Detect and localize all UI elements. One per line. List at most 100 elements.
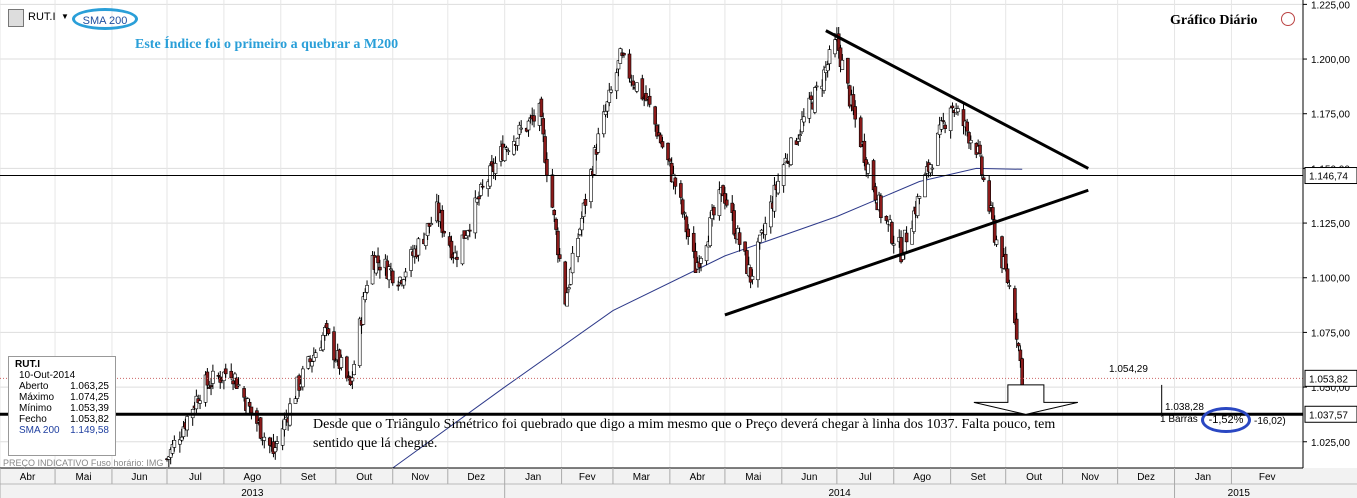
candle-body: [840, 59, 845, 70]
target-line-label-box: [1304, 405, 1357, 423]
candle-body: [376, 255, 380, 264]
candle-body: [994, 239, 999, 245]
x-tick-label: Abr: [690, 472, 706, 483]
candle-body: [460, 234, 465, 265]
y-tick-label: 1.050,00: [1311, 383, 1350, 394]
candle-body: [556, 230, 560, 256]
candle-body: [389, 268, 393, 271]
candle-body: [568, 268, 573, 285]
candle-body: [301, 368, 305, 388]
candle-body: [1003, 253, 1008, 270]
chart-grid: [0, 0, 1303, 468]
x-tick-label: Dez: [467, 472, 485, 483]
symbol-label[interactable]: RUT.I: [28, 11, 56, 23]
candle-body: [796, 138, 801, 142]
candle-body: [468, 229, 472, 232]
candle-body: [172, 439, 177, 448]
x-tick-label: Nov: [1081, 472, 1099, 483]
candle-body: [846, 57, 850, 84]
candle-body: [693, 251, 698, 273]
target-arrow: [973, 384, 1078, 415]
chart-note: Este Índice foi o primeiro a quebrar a M…: [135, 37, 399, 52]
candle-body: [361, 296, 366, 325]
triangle-lower-line: [724, 188, 1089, 317]
candle-body: [679, 183, 683, 198]
candle-body: [712, 207, 716, 216]
candle-body: [198, 400, 202, 404]
candle-body: [416, 238, 421, 256]
price-disclaimer: PREÇO INDICATIVO Fuso horário: IMG: [3, 458, 164, 468]
candle-body: [223, 368, 228, 375]
info-row-low: Mínimo 1.053,39: [19, 403, 109, 414]
candle-body: [950, 105, 955, 109]
candle-body: [209, 385, 213, 387]
candle-body: [234, 377, 239, 389]
candle-body: [519, 127, 524, 130]
candle-body: [814, 85, 819, 88]
candle-body: [293, 398, 298, 404]
candle-body: [532, 115, 536, 122]
candle-body: [339, 357, 344, 368]
info-panel: RUT.I 10-Out-2014 Aberto 1.063,25 Máximo 1…: [8, 356, 116, 456]
clock-icon[interactable]: [1281, 12, 1295, 26]
candle-body: [930, 167, 935, 170]
candle-body: [181, 426, 186, 438]
time-axis-bg: [0, 468, 1357, 498]
candle-body: [616, 60, 621, 70]
candle-body: [809, 95, 813, 100]
candle-body: [724, 199, 729, 206]
candle-body: [506, 150, 511, 153]
x-tick-label: Jan: [525, 472, 541, 483]
x-tick-label: Out: [1026, 472, 1042, 483]
candle-body: [473, 197, 478, 234]
candle-body: [917, 196, 922, 199]
chevron-down-icon[interactable]: ▼: [61, 12, 69, 21]
candle-body: [647, 95, 652, 105]
candle-body: [592, 147, 597, 175]
candle-body: [258, 417, 263, 439]
candle-body: [409, 249, 413, 271]
candle-body: [890, 222, 894, 244]
candle-body: [275, 441, 279, 444]
candle-body: [1018, 349, 1023, 362]
candle-body: [324, 323, 329, 329]
x-tick-label: Mar: [633, 472, 651, 483]
candle-body: [1005, 268, 1010, 283]
candle-body: [255, 410, 259, 424]
x-tick-label: Set: [301, 472, 316, 483]
candle-body: [589, 169, 593, 203]
sma-200-line: [392, 167, 1023, 469]
candle-body: [563, 261, 568, 305]
candle-body: [216, 375, 221, 377]
candle-body: [822, 69, 826, 91]
candle-body: [515, 137, 520, 146]
candle-body: [541, 118, 546, 135]
candle-body: [798, 134, 802, 136]
candle-body: [827, 49, 832, 65]
candle-body: [280, 428, 285, 446]
candle-body: [912, 210, 916, 232]
chart-menu-icon[interactable]: [8, 9, 24, 27]
candle-body: [978, 144, 982, 154]
candle-body: [891, 243, 896, 246]
candle-body: [699, 258, 703, 264]
candle-body: [772, 184, 777, 212]
candle-body: [989, 205, 993, 208]
candle-body: [396, 284, 401, 287]
candle-body: [635, 82, 639, 92]
year-label: 2015: [1228, 488, 1251, 498]
candle-body: [750, 275, 755, 280]
candle-body: [357, 318, 362, 366]
chart-overlays: [0, 29, 1303, 416]
candle-body: [583, 199, 588, 206]
upper-line-label-box: [1304, 167, 1357, 185]
candle-body: [691, 232, 696, 252]
indicator-tag[interactable]: SMA 200: [72, 8, 138, 30]
candle-body: [743, 241, 747, 252]
x-tick-label: Mai: [745, 472, 761, 483]
y-tick-label: 1.175,00: [1311, 110, 1350, 121]
last-price-label-box: [1304, 369, 1357, 387]
candle-body: [479, 184, 483, 196]
candle-body: [717, 189, 722, 216]
candle-body: [1020, 358, 1025, 389]
